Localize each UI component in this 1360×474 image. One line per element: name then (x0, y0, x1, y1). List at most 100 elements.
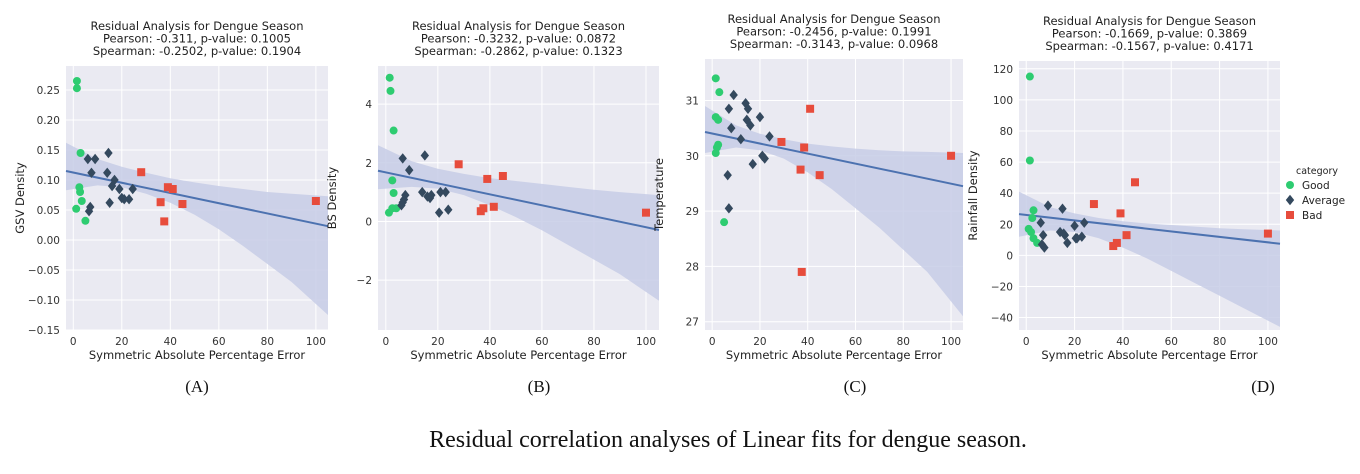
y-tick-label: 30 (686, 151, 699, 163)
x-axis-label: Symmetric Absolute Percentage Error (89, 348, 306, 362)
panel-label: (B) (528, 377, 551, 396)
point-bad (489, 202, 498, 211)
point-average (748, 158, 757, 170)
point-average (436, 186, 445, 198)
point-average (397, 200, 406, 211)
figure-caption: Residual correlation analyses of Linear … (429, 427, 1027, 453)
point-average (420, 150, 430, 161)
point-average (1058, 203, 1067, 214)
point-average (1040, 242, 1049, 253)
point-bad (796, 165, 805, 174)
x-tick-label: 0 (1023, 336, 1030, 348)
point-average (1037, 239, 1047, 250)
point-good (711, 149, 720, 158)
y-tick-label: 27 (686, 317, 699, 329)
point-bad (1109, 242, 1118, 251)
point-bad (156, 198, 165, 207)
point-average (724, 103, 734, 114)
x-tick-label: 100 (636, 336, 656, 348)
point-average (1071, 233, 1080, 244)
point-good (715, 88, 724, 97)
point-bad (815, 171, 824, 180)
point-bad (1116, 209, 1125, 218)
point-bad (160, 217, 169, 226)
point-average (434, 207, 444, 218)
point-average (1080, 217, 1089, 228)
point-average (128, 183, 137, 195)
x-tick-label: 40 (483, 336, 496, 348)
y-tick-label: 0 (1006, 250, 1013, 262)
point-good (76, 149, 85, 157)
point-good (72, 77, 81, 85)
point-average (755, 111, 765, 123)
point-bad (777, 137, 786, 146)
point-average (83, 153, 93, 165)
panel-label: (D) (1251, 377, 1275, 396)
panel-label: (C) (844, 377, 867, 396)
point-average (110, 174, 119, 186)
x-tick-label: 80 (587, 336, 600, 348)
x-tick-label: 0 (382, 336, 389, 348)
point-bad (168, 185, 177, 193)
chart-panels: 0 20 40 60 80 100−0.15−0.10−0.050.000.050.100… (13, 12, 1281, 396)
y-tick-label: 4 (365, 99, 372, 111)
y-axis-label: Rainfall Density (966, 150, 980, 240)
fit-line (1018, 213, 1281, 245)
point-average (723, 169, 732, 181)
point-bad (483, 174, 492, 183)
confidence-band (705, 106, 963, 317)
chart-title-line: Spearman: -0.1567, p-value: 0.4171 (1045, 39, 1253, 53)
point-average (724, 203, 734, 214)
y-tick-label: −0.10 (28, 295, 60, 307)
y-axis-label: BS Density (325, 167, 339, 230)
point-bad (806, 104, 815, 113)
y-tick-label: 31 (686, 95, 699, 107)
y-tick-label: −0.15 (28, 325, 60, 337)
point-average (398, 153, 407, 164)
point-good (388, 176, 397, 185)
point-good (720, 218, 729, 227)
fit-line (704, 131, 964, 188)
chart-title-line: Spearman: -0.2502, p-value: 0.1904 (93, 44, 301, 58)
point-bad (311, 197, 320, 205)
point-bad (947, 151, 956, 160)
chart-title-line: Pearson: -0.311, p-value: 0.1005 (103, 32, 291, 46)
point-average (90, 153, 100, 165)
confidence-band (378, 145, 659, 301)
x-tick-label: 20 (1068, 336, 1081, 348)
point-good (385, 73, 394, 82)
panel-label: (A) (185, 377, 209, 396)
point-good (711, 74, 720, 83)
point-good (389, 126, 398, 135)
point-average (104, 147, 113, 159)
y-tick-label: −2 (357, 275, 372, 287)
point-bad (163, 183, 172, 192)
x-tick-label: 100 (941, 336, 961, 348)
chart-panel: 0 20 40 60 80 100 −2 0 2 4 Residual Analysis for D… (325, 19, 660, 396)
point-bad (800, 143, 809, 152)
point-average (743, 103, 753, 114)
point-good (81, 216, 90, 225)
point-average (117, 192, 126, 204)
point-good (1027, 228, 1036, 237)
point-average (115, 183, 124, 195)
chart-panel: 0 20 40 60 80 100 27 28 29 30 31 Residual Analysis … (652, 12, 964, 396)
legend: category Good Average Bad (1285, 166, 1345, 222)
point-average (1059, 228, 1068, 239)
point-good (72, 84, 81, 93)
legend-label: Good (1302, 180, 1330, 192)
fit-line (65, 170, 329, 228)
x-tick-label: 40 (164, 336, 177, 348)
point-average (1077, 231, 1087, 242)
y-tick-label: 29 (686, 206, 699, 218)
chart-title-line: Pearson: -0.2456, p-value: 0.1991 (736, 25, 931, 39)
point-good (1025, 72, 1034, 81)
legend-marker-bad (1286, 211, 1294, 219)
x-tick-label: 80 (897, 336, 910, 348)
x-tick-label: 20 (431, 336, 444, 348)
y-axis-label: GSV Density (13, 162, 27, 234)
legend-title: category (1296, 166, 1338, 177)
x-tick-label: 100 (1258, 336, 1278, 348)
x-tick-label: 0 (709, 336, 716, 348)
point-average (1070, 220, 1079, 232)
